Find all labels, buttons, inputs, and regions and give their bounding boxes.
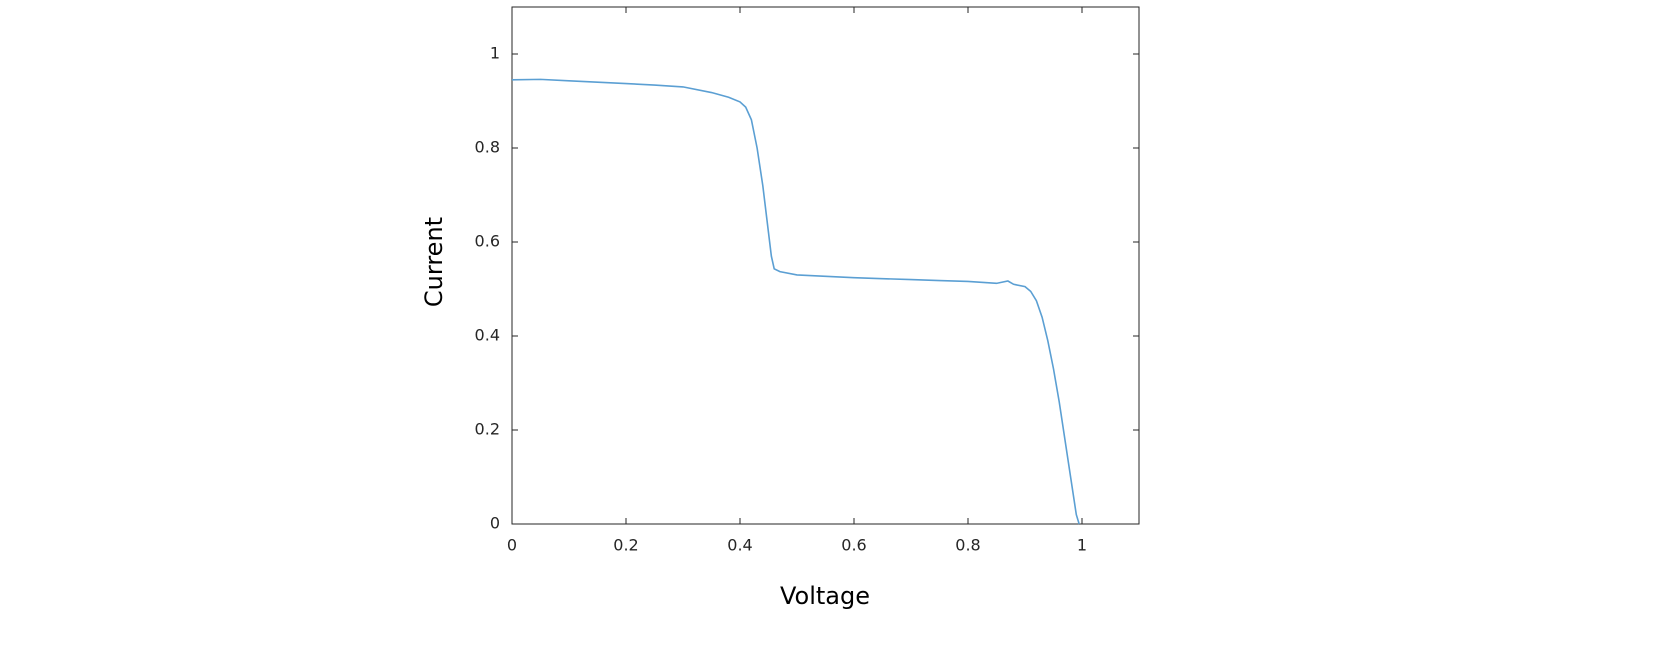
x-tick-label: 0.4 [727,536,752,555]
plot-box [511,6,1140,525]
y-tick-label: 1 [490,44,500,63]
y-tick-label: 0.8 [475,138,500,157]
data-line [511,78,1080,525]
y-axis-label: Current [420,217,448,307]
x-axis-label: Voltage [780,582,870,610]
x-tick-label: 0.2 [613,536,638,555]
y-tick-label: 0 [490,514,500,533]
x-tick-label: 0 [507,536,517,555]
x-tick-label: 0.8 [955,536,980,555]
x-tick-label: 1 [1077,536,1087,555]
x-tick-label: 0.6 [841,536,866,555]
y-tick-label: 0.6 [475,232,500,251]
y-tick-label: 0.4 [475,326,500,345]
y-tick-label: 0.2 [475,420,500,439]
